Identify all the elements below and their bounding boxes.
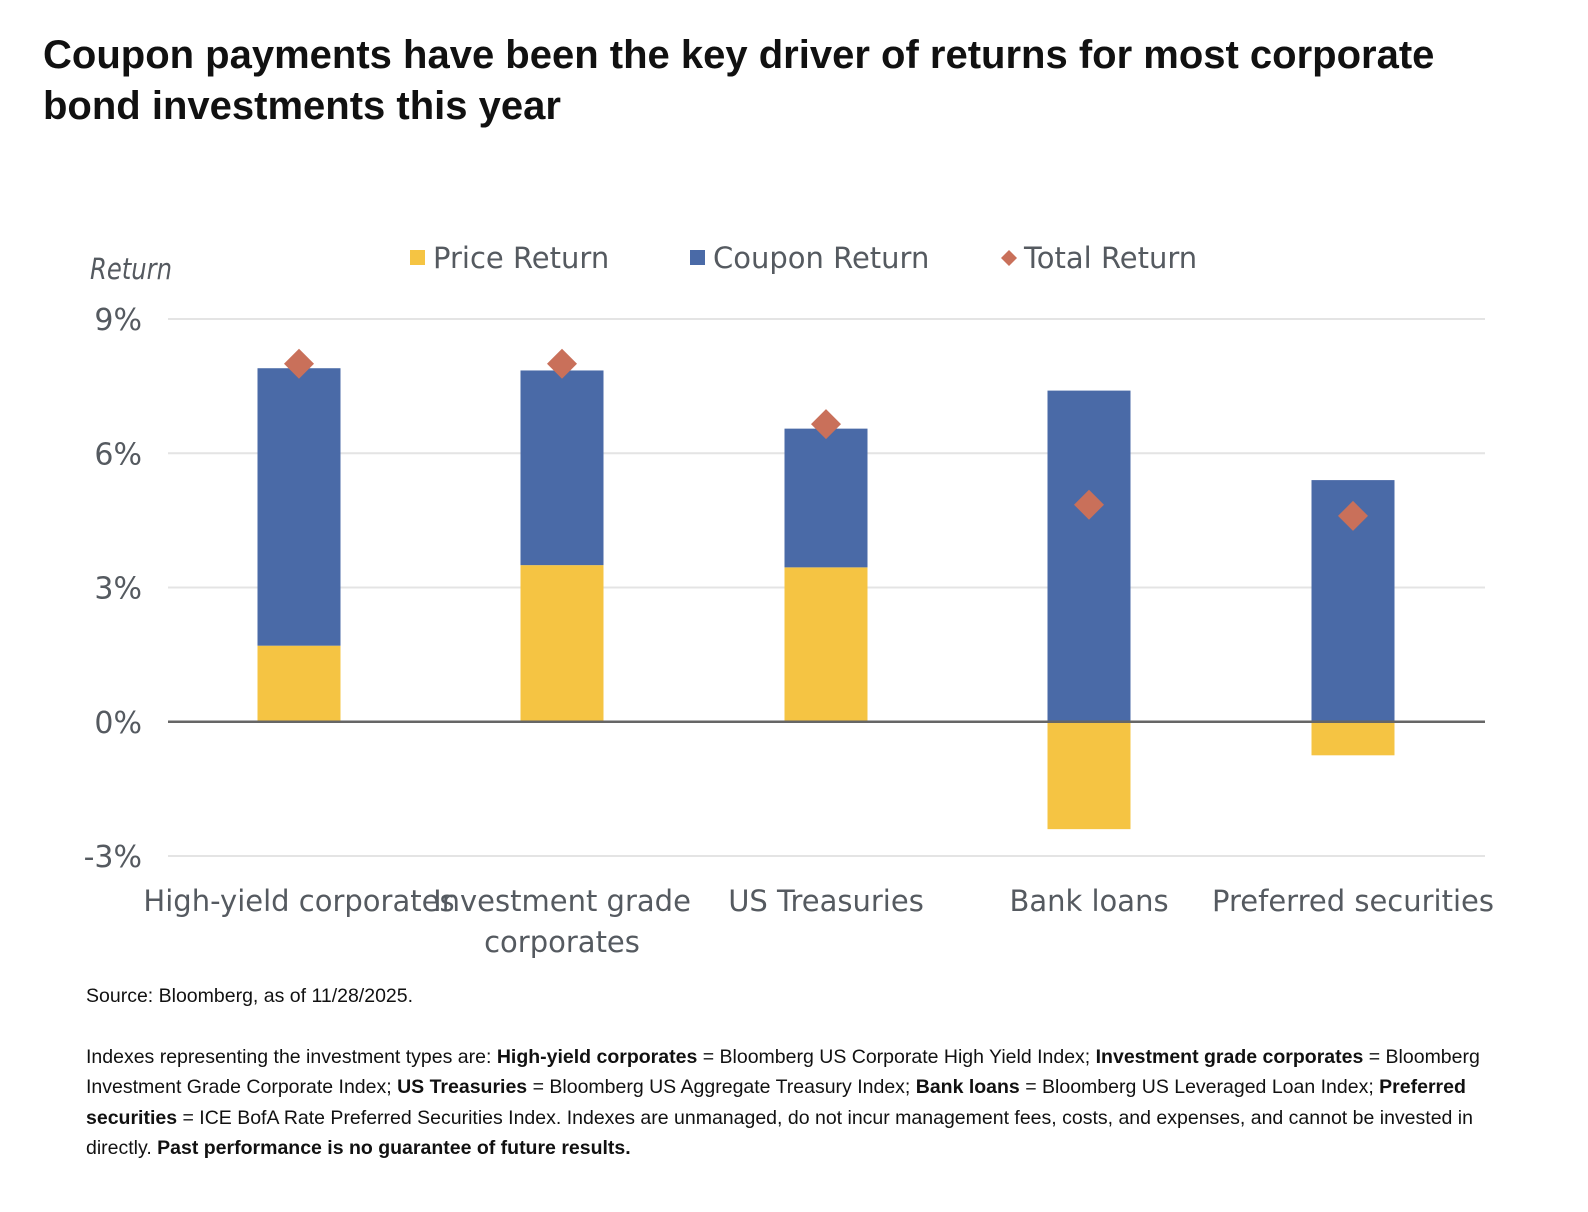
y-tick-label: 0% xyxy=(94,706,142,741)
legend-swatch xyxy=(1001,250,1017,266)
legend-swatch xyxy=(690,250,705,265)
total-return-markers xyxy=(284,348,1368,531)
note-pref-label: Preferred securities xyxy=(86,1076,1466,1129)
x-category-label: Preferred securities xyxy=(1212,884,1494,918)
price-return-bar xyxy=(1311,721,1395,756)
x-category-label: US Treasuries xyxy=(728,884,924,918)
x-category-label: Investment grade xyxy=(433,884,691,918)
total-return-marker xyxy=(1074,489,1104,520)
total-return-marker xyxy=(547,348,577,379)
index-notes: Indexes representing the investment type… xyxy=(86,1046,1480,1160)
total-return-marker xyxy=(1338,500,1368,531)
source-note: Source: Bloomberg, as of 11/28/2025. xyxy=(86,985,414,1007)
legend-swatch xyxy=(410,250,425,265)
price-return-bar xyxy=(520,565,604,722)
legend-label: Coupon Return xyxy=(713,241,929,275)
note-ust-label: US Treasuries xyxy=(397,1076,528,1099)
y-tick-label: 3% xyxy=(94,572,142,607)
bars xyxy=(257,368,1395,830)
y-axis-label: Return xyxy=(90,252,172,286)
coupon-return-bar xyxy=(1047,390,1131,722)
price-return-bar xyxy=(784,567,868,722)
y-tick-label: 9% xyxy=(94,303,142,338)
coupon-return-bar xyxy=(257,368,341,646)
note-bl-label: Bank loans xyxy=(915,1076,1020,1099)
x-category-label: Bank loans xyxy=(1009,884,1168,918)
note-hy-label: High-yield corporates xyxy=(496,1046,698,1068)
performance-disclaimer: Past performance is no guarantee of futu… xyxy=(157,1137,631,1160)
coupon-return-bar xyxy=(784,428,868,568)
note-ig-label: Investment grade corporates xyxy=(1095,1046,1364,1068)
legend-label: Total Return xyxy=(1023,241,1197,275)
y-tick-label: 6% xyxy=(94,437,142,472)
x-category-label: High-yield corporates xyxy=(143,884,454,918)
price-return-bar xyxy=(1047,721,1131,830)
stacked-bar-chart: 9% 6% 3% 0% -3% High-yield corporatesInvestm… xyxy=(84,241,1494,959)
x-category-label: corporates xyxy=(484,925,640,959)
total-return-marker xyxy=(811,409,841,440)
y-tick-label: -3% xyxy=(84,840,142,875)
legend-label: Price Return xyxy=(433,241,609,275)
coupon-return-bar xyxy=(520,370,604,566)
legend: Price Return Coupon Return Total Return xyxy=(410,241,1197,275)
y-tick-labels: 9% 6% 3% 0% -3% xyxy=(84,303,142,875)
total-return-marker xyxy=(284,348,314,379)
price-return-bar xyxy=(257,645,341,722)
chart-title: Coupon payments have been the key driver… xyxy=(43,33,1435,128)
